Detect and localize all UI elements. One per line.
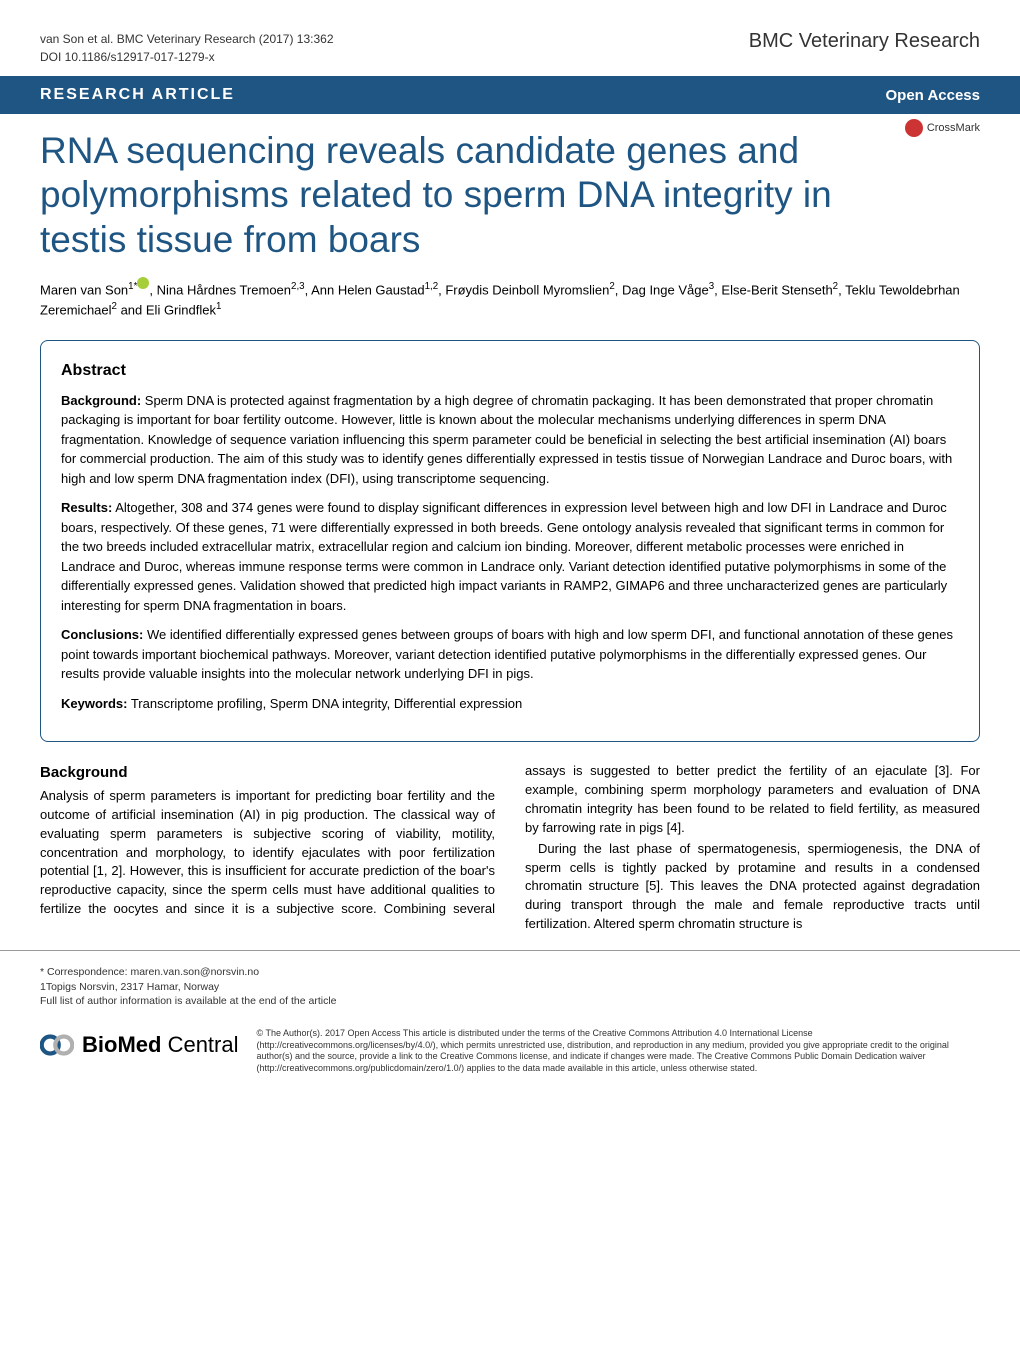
abstract-background: Background: Sperm DNA is protected again… [61, 391, 959, 489]
title-area: CrossMark RNA sequencing reveals candida… [0, 114, 1020, 272]
bmc-icon [40, 1028, 74, 1062]
abstract-conclusions: Conclusions: We identified differentiall… [61, 625, 959, 684]
abstract-box: Abstract Background: Sperm DNA is protec… [40, 340, 980, 743]
correspondence-affiliation: 1Topigs Norsvin, 2317 Hamar, Norway [40, 980, 980, 995]
body-paragraph-2: During the last phase of spermatogenesis… [525, 840, 980, 934]
abstract-results: Results: Altogether, 308 and 374 genes w… [61, 498, 959, 615]
article-type-label: RESEARCH ARTICLE [40, 86, 235, 104]
correspondence-block: * Correspondence: maren.van.son@norsvin.… [0, 950, 1020, 1013]
background-heading: Background [40, 762, 495, 784]
abstract-heading: Abstract [61, 359, 959, 383]
page-header: van Son et al. BMC Veterinary Research (… [0, 0, 1020, 76]
correspondence-email: * Correspondence: maren.van.son@norsvin.… [40, 965, 980, 980]
biomed-central-logo: BioMed Central [40, 1028, 239, 1062]
citation-line: van Son et al. BMC Veterinary Research (… [40, 30, 334, 48]
crossmark-label: CrossMark [927, 122, 980, 134]
license-text: © The Author(s). 2017 Open Access This a… [257, 1028, 981, 1075]
body-section: Background Analysis of sperm parameters … [0, 762, 1020, 934]
citation-block: van Son et al. BMC Veterinary Research (… [40, 30, 334, 66]
orcid-icon[interactable] [137, 277, 149, 289]
abstract-keywords: Keywords: Transcriptome profiling, Sperm… [61, 694, 959, 714]
page-footer: BioMed Central © The Author(s). 2017 Ope… [0, 1013, 1020, 1105]
correspondence-note: Full list of author information is avail… [40, 994, 980, 1009]
article-type-bar: RESEARCH ARTICLE Open Access [0, 76, 1020, 114]
crossmark-badge[interactable]: CrossMark [905, 119, 980, 137]
authors-list: Maren van Son1*, Nina Hårdnes Tremoen2,3… [0, 272, 1020, 340]
bmc-text: BioMed Central [82, 1032, 239, 1058]
crossmark-icon [905, 119, 923, 137]
open-access-label: Open Access [886, 87, 981, 104]
journal-name: BMC Veterinary Research [749, 30, 980, 53]
doi-line: DOI 10.1186/s12917-017-1279-x [40, 48, 334, 66]
article-title: RNA sequencing reveals candidate genes a… [40, 129, 980, 262]
